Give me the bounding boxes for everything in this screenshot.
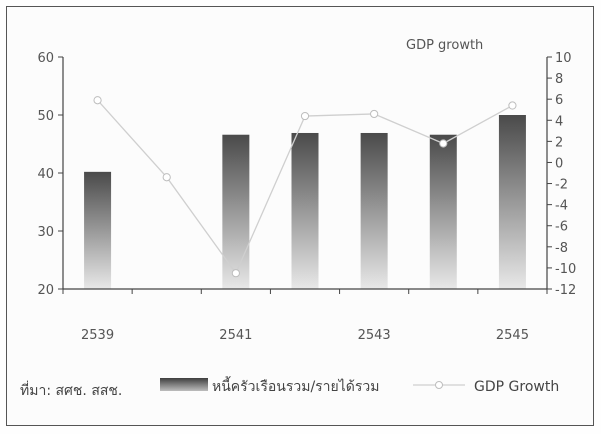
bar-2542 <box>291 132 319 289</box>
right-tick-label: 6 <box>555 93 563 108</box>
x-tick-label: 2539 <box>81 328 114 343</box>
axes <box>58 56 552 294</box>
bar-2543 <box>360 132 388 289</box>
right-tick-label: 8 <box>555 72 563 87</box>
bar-2544 <box>429 134 457 289</box>
source-note: ที่มา: สศช. สสช. <box>20 381 122 399</box>
right-axis-title: GDP growth <box>406 38 483 53</box>
right-tick-label: 4 <box>555 114 563 129</box>
right-tick-label: -2 <box>555 178 568 193</box>
gdp-point-2545 <box>508 101 517 110</box>
bar-2545 <box>498 115 526 289</box>
right-tick-label: 0 <box>555 156 563 171</box>
legend: ที่มา: สศช. สสช. หนี้ครัวเรือนรวม/รายได้… <box>20 376 559 399</box>
right-tick-label: 2 <box>555 135 563 150</box>
gdp-point-2540 <box>162 173 171 182</box>
x-tick-label: 2541 <box>219 328 252 343</box>
gdp-point-2543 <box>370 109 379 119</box>
right-tick-label: -4 <box>555 199 568 214</box>
left-tick-label: 30 <box>37 225 54 240</box>
right-y-tick-labels: 10 8 6 4 2 0 -2 -4 -6 -8 -10 -12 <box>555 51 576 298</box>
line-series <box>93 96 517 278</box>
bar-2541 <box>222 134 250 289</box>
legend-bar-label: หนี้ครัวเรือนรวม/รายได้รวม <box>212 376 379 395</box>
right-tick-label: -12 <box>555 283 576 298</box>
legend-bar-swatch <box>160 378 208 391</box>
bar-series <box>84 115 526 289</box>
left-y-tick-labels: 20 30 40 50 60 <box>37 51 54 298</box>
gdp-point-2539 <box>93 96 102 105</box>
gdp-point-2541 <box>231 269 240 278</box>
right-tick-label: -8 <box>555 241 568 256</box>
legend-line-label: GDP Growth <box>474 379 559 395</box>
x-tick-label: 2545 <box>496 328 529 343</box>
left-tick-label: 50 <box>37 109 54 124</box>
x-tick-label: 2543 <box>358 328 391 343</box>
right-tick-label: 10 <box>555 51 572 66</box>
left-tick-label: 20 <box>37 283 54 298</box>
left-tick-label: 40 <box>37 167 54 182</box>
right-tick-label: -6 <box>555 220 568 235</box>
x-tick-labels: 2539 2541 2543 2545 <box>81 328 529 343</box>
legend-line-marker <box>435 381 443 389</box>
left-tick-label: 60 <box>37 51 54 66</box>
right-tick-label: -10 <box>555 262 576 277</box>
gdp-point-2544 <box>439 139 448 148</box>
gdp-point-2542 <box>300 111 310 121</box>
bar-2539 <box>84 171 112 289</box>
